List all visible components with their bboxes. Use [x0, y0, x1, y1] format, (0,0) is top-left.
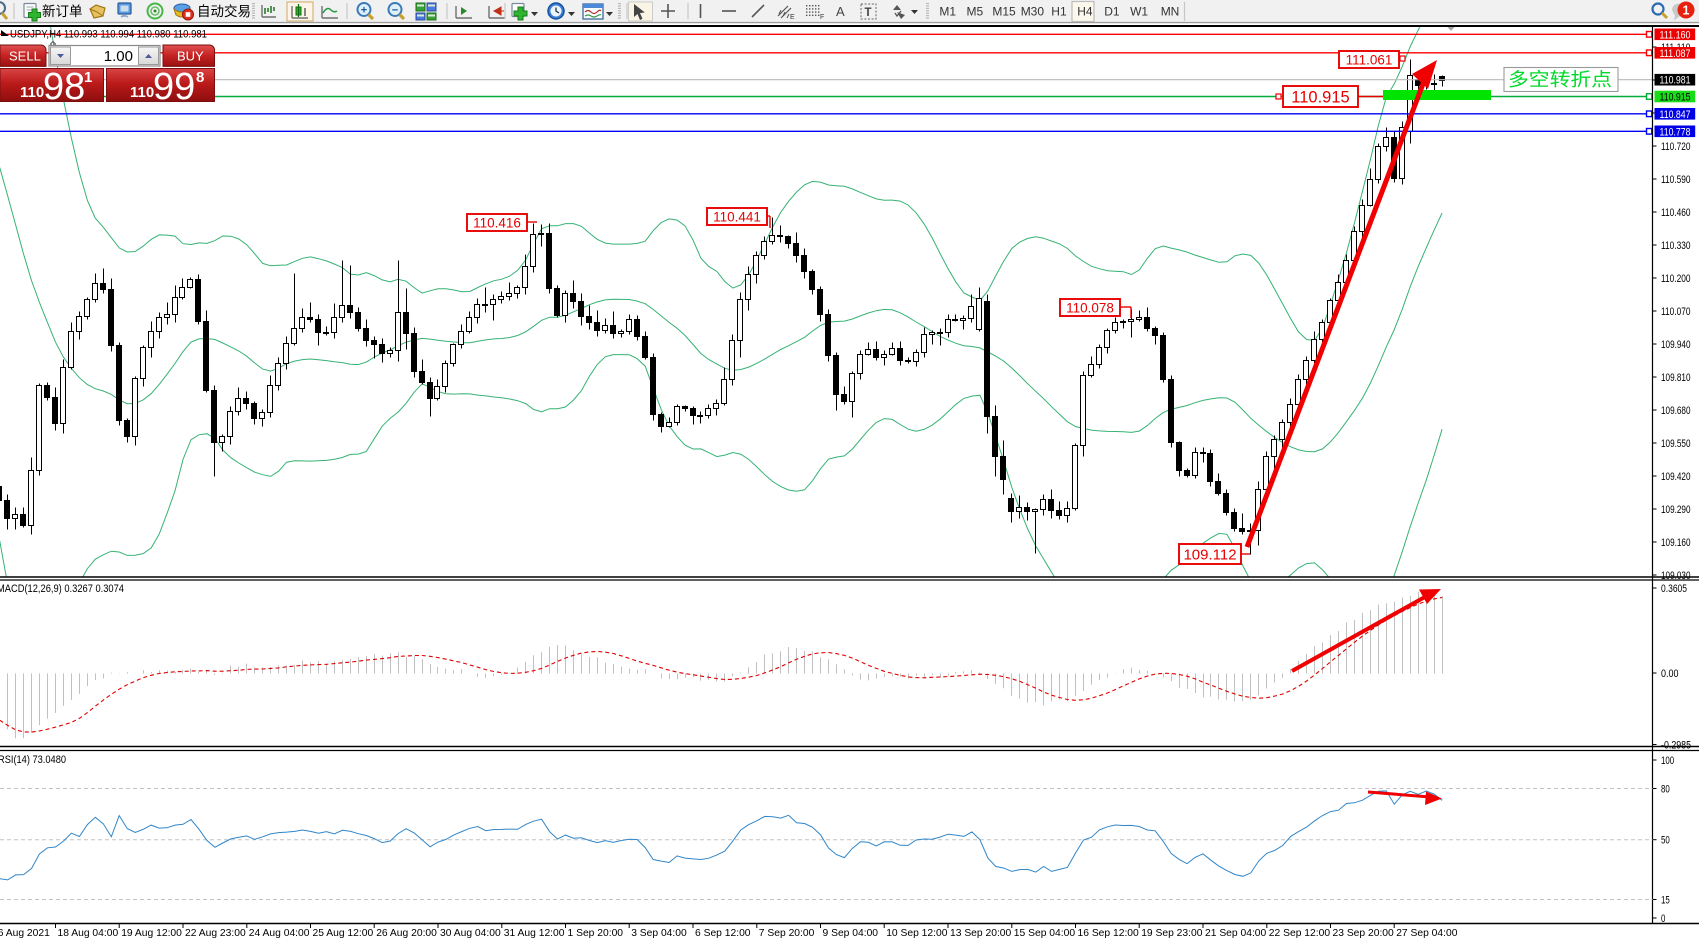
svg-text:111.061: 111.061 — [1346, 52, 1393, 67]
svg-text:0: 0 — [1661, 913, 1665, 925]
svg-text:8: 8 — [196, 69, 204, 86]
svg-text:1: 1 — [84, 69, 92, 86]
svg-text:A: A — [836, 4, 845, 19]
svg-text:M15: M15 — [992, 5, 1016, 19]
svg-text:RSI(14) 73.0480: RSI(14) 73.0480 — [0, 754, 66, 766]
svg-text:110.778: 110.778 — [1660, 126, 1691, 138]
svg-text:110.590: 110.590 — [1661, 174, 1691, 186]
svg-text:109.030: 109.030 — [1661, 570, 1691, 582]
svg-text:109.290: 109.290 — [1661, 504, 1691, 516]
svg-text:110.416: 110.416 — [473, 215, 521, 230]
svg-text:6 Sep 12:00: 6 Sep 12:00 — [695, 928, 751, 939]
svg-text:W1: W1 — [1130, 5, 1148, 19]
svg-text:50: 50 — [1661, 835, 1670, 847]
svg-text:3 Sep 04:00: 3 Sep 04:00 — [631, 928, 687, 939]
svg-text:1.00: 1.00 — [104, 48, 133, 65]
svg-text:31 Aug 12:00: 31 Aug 12:00 — [504, 928, 565, 939]
svg-text:110: 110 — [130, 84, 154, 101]
svg-text:USDJPY,H4 110.993 110.994 110: USDJPY,H4 110.993 110.994 110.980 110.98… — [10, 29, 207, 41]
svg-text:110.330: 110.330 — [1661, 240, 1691, 252]
svg-text:111.160: 111.160 — [1660, 29, 1691, 41]
svg-text:19 Sep 23:00: 19 Sep 23:00 — [1141, 928, 1203, 939]
svg-text:T: T — [865, 7, 872, 19]
svg-text:24 Aug 04:00: 24 Aug 04:00 — [249, 928, 310, 939]
svg-text:109.810: 109.810 — [1661, 372, 1691, 384]
svg-text:19 Aug 12:00: 19 Aug 12:00 — [121, 928, 182, 939]
svg-text:18 Aug 04:00: 18 Aug 04:00 — [58, 928, 119, 939]
svg-text:13 Sep 20:00: 13 Sep 20:00 — [950, 928, 1012, 939]
svg-text:新订单: 新订单 — [42, 4, 83, 19]
svg-text:7 Sep 20:00: 7 Sep 20:00 — [759, 928, 815, 939]
svg-text:F: F — [820, 14, 824, 21]
svg-text:0.3605: 0.3605 — [1661, 583, 1687, 595]
svg-text:15: 15 — [1661, 895, 1670, 907]
svg-text:E: E — [790, 14, 795, 21]
svg-text:109.680: 109.680 — [1661, 405, 1691, 417]
svg-text:H1: H1 — [1051, 5, 1067, 19]
svg-text:H4: H4 — [1077, 5, 1093, 19]
svg-text:110: 110 — [20, 84, 44, 101]
svg-text:21 Sep 04:00: 21 Sep 04:00 — [1205, 928, 1267, 939]
svg-text:15 Sep 04:00: 15 Sep 04:00 — [1014, 928, 1076, 939]
svg-text:109.112: 109.112 — [1183, 546, 1236, 563]
svg-text:SELL: SELL — [9, 49, 41, 64]
svg-text:D1: D1 — [1104, 5, 1120, 19]
svg-text:M5: M5 — [967, 5, 984, 19]
svg-text:111.087: 111.087 — [1660, 48, 1691, 60]
svg-text:25 Aug 12:00: 25 Aug 12:00 — [313, 928, 374, 939]
svg-text:110.847: 110.847 — [1660, 109, 1691, 121]
svg-text:27 Sep 04:00: 27 Sep 04:00 — [1396, 928, 1458, 939]
svg-text:-0.2985: -0.2985 — [1661, 740, 1691, 752]
svg-text:+: + — [361, 5, 367, 17]
svg-text:99: 99 — [153, 66, 195, 108]
svg-text:16 Sep 12:00: 16 Sep 12:00 — [1078, 928, 1140, 939]
svg-text:22 Sep 12:00: 22 Sep 12:00 — [1269, 928, 1331, 939]
svg-text:110.441: 110.441 — [713, 209, 761, 224]
svg-text:109.420: 109.420 — [1661, 471, 1691, 483]
svg-text:110.078: 110.078 — [1066, 300, 1114, 315]
svg-text:109.550: 109.550 — [1661, 438, 1691, 450]
svg-text:110.200: 110.200 — [1661, 273, 1691, 285]
svg-text:MACD(12,26,9) 0.3267 0.3074: MACD(12,26,9) 0.3267 0.3074 — [0, 583, 124, 595]
svg-text:110.915: 110.915 — [1291, 88, 1349, 106]
svg-text:BUY: BUY — [177, 49, 204, 64]
svg-text:30 Aug 04:00: 30 Aug 04:00 — [440, 928, 501, 939]
svg-text:−: − — [392, 5, 398, 17]
svg-text:自动交易: 自动交易 — [197, 3, 251, 19]
svg-text:16 Aug 2021: 16 Aug 2021 — [0, 928, 50, 939]
svg-text:1 Sep 20:00: 1 Sep 20:00 — [568, 928, 624, 939]
svg-text:M1: M1 — [939, 5, 956, 19]
svg-text:98: 98 — [43, 66, 85, 108]
svg-text:0.00: 0.00 — [1661, 668, 1679, 680]
svg-text:26 Aug 20:00: 26 Aug 20:00 — [376, 928, 437, 939]
svg-text:22 Aug 23:00: 22 Aug 23:00 — [185, 928, 246, 939]
svg-text:9 Sep 04:00: 9 Sep 04:00 — [823, 928, 879, 939]
svg-text:110.460: 110.460 — [1661, 207, 1691, 219]
svg-text:110.981: 110.981 — [1660, 75, 1691, 87]
svg-text:80: 80 — [1661, 784, 1670, 796]
svg-text:100: 100 — [1661, 755, 1674, 767]
svg-text:110.915: 110.915 — [1660, 92, 1691, 104]
svg-text:109.160: 109.160 — [1661, 537, 1691, 549]
svg-text:110.720: 110.720 — [1661, 141, 1691, 153]
svg-text:109.940: 109.940 — [1661, 339, 1691, 351]
svg-text:10 Sep 12:00: 10 Sep 12:00 — [886, 928, 948, 939]
svg-text:110.070: 110.070 — [1661, 306, 1691, 318]
svg-text:M30: M30 — [1021, 5, 1045, 19]
svg-text:1: 1 — [1683, 4, 1690, 18]
svg-text:MN: MN — [1161, 5, 1180, 19]
svg-text:23 Sep 20:00: 23 Sep 20:00 — [1333, 928, 1395, 939]
svg-text:多空转折点: 多空转折点 — [1508, 69, 1612, 90]
